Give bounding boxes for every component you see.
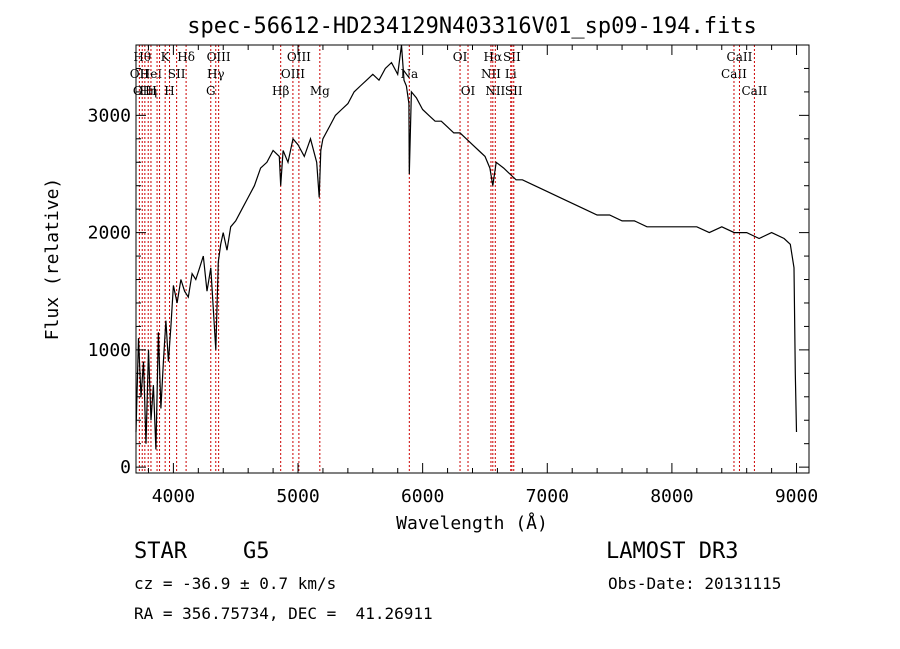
x-tick-label: 6000	[401, 486, 444, 507]
redshift-label: cz = -36.9 ± 0.7 km/s	[134, 574, 337, 593]
spectral-line-label: OIII	[281, 67, 305, 81]
spectral-line-label: Hα	[484, 50, 503, 64]
y-tick-label: 1000	[88, 340, 131, 361]
chart-title: spec-56612-HD234129N403316V01_sp09-194.f…	[187, 14, 757, 39]
spectral-line-label: CaII	[741, 84, 767, 98]
subclass-label: G5	[243, 539, 270, 564]
obs-date-label: Obs-Date: 20131115	[608, 574, 782, 593]
y-tick-label: 3000	[88, 105, 131, 126]
spectral-line-label: Hθ	[133, 50, 151, 64]
spectral-line-label: SII	[168, 67, 186, 81]
x-axis: 4000 5000 6000 7000 8000 9000	[147, 45, 818, 507]
y-axis-label: Flux (relative)	[42, 178, 63, 341]
y-tick-label: 0	[120, 457, 131, 478]
spectral-line-label: CaII	[721, 67, 747, 81]
spectral-line-label: Hδ	[177, 50, 195, 64]
spectral-line-label: OIII	[207, 50, 231, 64]
spectral-line-label: Hη	[139, 84, 157, 98]
object-class-label: STAR	[134, 539, 187, 564]
spectral-line-label: G	[206, 84, 216, 98]
spectral-line-label: Na	[400, 67, 418, 81]
spectral-line-label: H	[164, 84, 174, 98]
x-tick-label: 5000	[276, 486, 319, 507]
y-axis: 0 1000 2000 3000	[88, 67, 809, 478]
spectral-line-label: HeI	[140, 67, 163, 81]
spectral-line-label: SII	[503, 50, 521, 64]
plot-frame	[135, 44, 810, 474]
survey-label: LAMOST DR3	[606, 539, 739, 564]
spectral-line-label: K	[161, 50, 171, 64]
x-tick-label: 8000	[650, 486, 693, 507]
coordinates-label: RA = 356.75734, DEC = 41.26911	[134, 604, 433, 623]
x-axis-label: Wavelength (Å)	[396, 512, 548, 534]
spectral-line-label: Hγ	[207, 67, 225, 81]
x-tick-label: 9000	[775, 486, 818, 507]
y-tick-label: 2000	[88, 223, 131, 244]
x-tick-label: 7000	[526, 486, 569, 507]
spectral-line-label: OI	[453, 50, 468, 64]
spectral-line-label: Hβ	[272, 84, 289, 98]
spectral-line-label: CaII	[727, 50, 753, 64]
x-tick-label: 4000	[152, 486, 195, 507]
spectral-line-markers: OIIHθOIIIHηHeIKHSIIHδGHγOIIIHβOIIIOIIIMg…	[130, 45, 768, 473]
spectral-line-label: Li	[505, 67, 517, 81]
spectral-line-label: NII	[485, 84, 505, 98]
spectral-line-label: NII	[481, 67, 501, 81]
spectrum-series-line	[135, 44, 798, 450]
spectral-line-label: OIII	[287, 50, 311, 64]
spectral-line-label: Mg	[310, 84, 330, 98]
spectral-line-label: OI	[461, 84, 476, 98]
spectral-line-label: SII	[505, 84, 523, 98]
